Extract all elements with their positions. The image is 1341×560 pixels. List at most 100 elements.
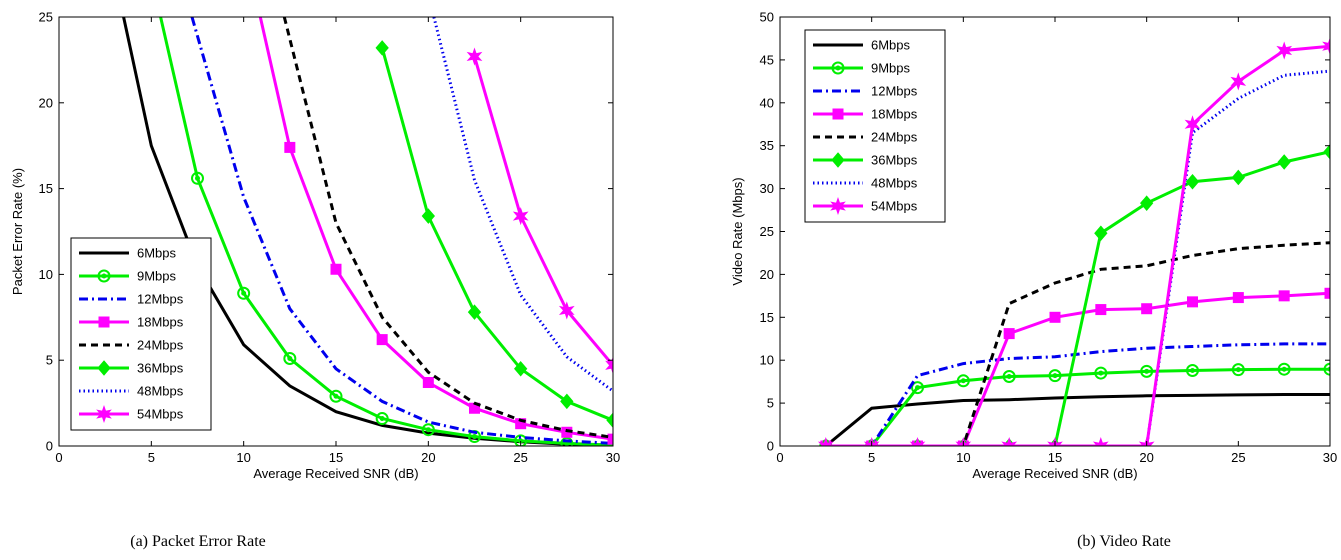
video-ytick-label: 45 <box>760 52 774 67</box>
per-line-24Mbps <box>282 17 613 439</box>
per-point-36Mbps <box>375 40 389 56</box>
per-ytick-label: 25 <box>39 10 53 25</box>
per-series-54Mbps <box>466 47 613 375</box>
video-point-18Mbps <box>1324 287 1330 299</box>
per-x-axis-label: Average Received SNR (dB) <box>253 466 418 481</box>
per-line-36Mbps <box>380 47 613 422</box>
video-series-48Mbps <box>825 69 1330 446</box>
per-ytick-label: 5 <box>46 353 53 368</box>
video-point-18Mbps <box>1232 292 1244 304</box>
per-legend-marker <box>98 316 110 328</box>
per-point-36Mbps <box>514 361 528 377</box>
video-point-54Mbps <box>1092 436 1109 446</box>
per-legend-label: 12Mbps <box>137 292 184 307</box>
per-point-9Mbps-dot <box>472 434 477 440</box>
per-legend-item-9Mbps: 9Mbps <box>79 269 177 284</box>
per-line-48Mbps <box>432 17 613 393</box>
per-point-9Mbps-dot <box>518 438 524 444</box>
video-legend-marker <box>831 61 845 75</box>
per-xtick-label: 5 <box>148 450 155 465</box>
video-xtick-label: 30 <box>1323 450 1337 465</box>
per-series-48Mbps <box>432 17 613 393</box>
per-xtick-label: 20 <box>421 450 435 465</box>
video-series-54Mbps <box>817 37 1330 446</box>
video-plot-area <box>817 37 1330 446</box>
video-point-9Mbps-dot <box>1235 367 1241 373</box>
video-point-9Mbps-dot <box>1281 366 1287 372</box>
video-series-24Mbps <box>825 241 1330 446</box>
video-point-36Mbps <box>1277 154 1291 170</box>
video-point-9Mbps <box>1277 362 1291 376</box>
video-caption: (b) Video Rate <box>1077 533 1171 550</box>
video-point-18Mbps <box>1187 296 1198 308</box>
video-ytick-label: 30 <box>760 181 774 196</box>
per-line-9Mbps <box>159 17 613 446</box>
video-point-18Mbps <box>1278 290 1290 302</box>
video-legend-item-54Mbps: 54Mbps <box>813 196 918 216</box>
video-point-9Mbps-dot <box>1052 373 1058 379</box>
video-xtick-label: 10 <box>956 450 970 465</box>
per-ytick-label: 15 <box>39 181 53 196</box>
per-series-36Mbps <box>375 40 613 429</box>
per-point-18Mbps <box>422 377 434 389</box>
video-legend-item-9Mbps: 9Mbps <box>813 61 911 76</box>
video-x-axis-label: Average Received SNR (dB) <box>972 466 1137 481</box>
video-point-9Mbps <box>1231 363 1245 377</box>
per-point-36Mbps <box>467 304 482 320</box>
per-point-9Mbps <box>283 351 297 365</box>
video-series-6Mbps <box>824 393 1330 446</box>
video-point-54Mbps <box>1230 72 1247 91</box>
per-series-9Mbps <box>159 17 613 446</box>
per-legend-item-48Mbps: 48Mbps <box>79 384 184 399</box>
video-ytick-label: 5 <box>767 396 774 411</box>
video-xtick-label: 20 <box>1139 450 1153 465</box>
video-point-9Mbps <box>1002 370 1016 384</box>
video-legend-marker <box>832 108 844 120</box>
per-point-54Mbps <box>558 301 575 320</box>
video-legend-label: 9Mbps <box>871 61 911 76</box>
per-point-9Mbps-dot <box>287 355 293 361</box>
per-point-9Mbps-dot <box>195 175 200 181</box>
video-point-36Mbps <box>1323 143 1330 160</box>
per-point-18Mbps <box>607 433 613 445</box>
video-point-36Mbps <box>1094 225 1108 241</box>
per-legend-marker <box>96 404 112 424</box>
per-legend-marker <box>97 360 111 376</box>
video-legend-item-24Mbps: 24Mbps <box>813 130 918 145</box>
video-point-9Mbps <box>911 381 924 395</box>
video-xtick-label: 15 <box>1048 450 1062 465</box>
per-point-9Mbps-dot <box>333 393 339 399</box>
video-ytick-label: 10 <box>760 353 774 368</box>
video-legend-box <box>804 29 946 223</box>
video-series-9Mbps <box>819 362 1330 446</box>
per-legend: 6Mbps 9Mbps 12Mbps 18Mbps 24Mbps 36Mbps 48Mbps… <box>70 237 212 431</box>
per-point-36Mbps <box>560 393 574 410</box>
video-legend-label: 6Mbps <box>871 38 911 53</box>
per-point-18Mbps <box>284 141 296 153</box>
per-y-axis-label: Packet Error Rate (%) <box>10 168 25 295</box>
video-point-54Mbps <box>1184 115 1201 134</box>
video-point-54Mbps <box>1322 37 1330 56</box>
video-point-9Mbps <box>1186 363 1199 377</box>
video-point-9Mbps-dot <box>915 385 920 391</box>
per-point-9Mbps <box>375 412 389 426</box>
video-xtick-label: 0 <box>776 450 783 465</box>
per-legend-label: 36Mbps <box>137 361 184 376</box>
video-legend-marker <box>831 152 845 168</box>
video-ytick-label: 0 <box>767 439 774 454</box>
per-legend-item-36Mbps: 36Mbps <box>79 360 184 376</box>
per-point-9Mbps <box>560 436 574 446</box>
video-legend-marker-dot <box>835 65 841 71</box>
per-point-9Mbps <box>421 423 435 437</box>
per-legend-item-24Mbps: 24Mbps <box>79 338 184 353</box>
video-legend-label: 36Mbps <box>871 153 918 168</box>
video-legend-item-6Mbps: 6Mbps <box>813 38 911 53</box>
video-legend-label: 24Mbps <box>871 130 918 145</box>
video-point-9Mbps-dot <box>1144 368 1150 374</box>
video-point-18Mbps <box>1141 303 1153 315</box>
video-ytick-label: 50 <box>760 10 774 25</box>
video-point-9Mbps <box>1094 366 1108 380</box>
video-line-54Mbps <box>825 44 1330 446</box>
video-legend-item-18Mbps: 18Mbps <box>813 107 918 122</box>
video-legend-label: 12Mbps <box>871 84 918 99</box>
